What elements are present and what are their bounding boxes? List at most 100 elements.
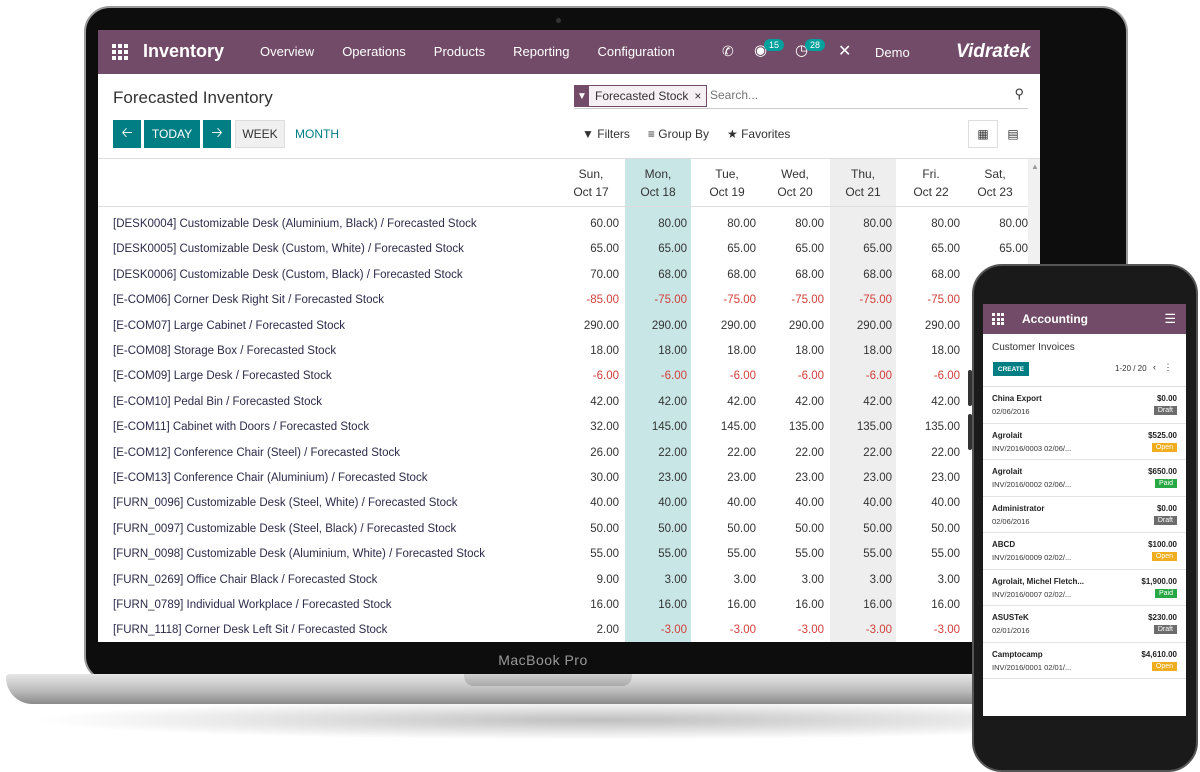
table-cell[interactable]: -3.00 [933,624,960,637]
table-row[interactable]: [FURN_0789] Individual Workplace / Forec… [98,593,1028,618]
table-cell[interactable]: 70.00 [590,268,619,281]
table-cell[interactable]: -3.00 [660,624,687,637]
table-cell[interactable]: 290.00 [583,319,619,332]
table-cell[interactable]: 3.00 [664,573,687,586]
table-cell[interactable]: 18.00 [727,345,756,357]
table-cell[interactable]: 65.00 [931,243,960,256]
table-cell[interactable]: 23.00 [931,472,960,484]
table-row[interactable]: [E-COM08] Storage Box / Forecasted Stock… [98,339,1028,364]
table-cell[interactable]: 40.00 [590,497,619,510]
column-header-3[interactable]: Wed, Oct 20 [762,159,828,207]
table-cell[interactable]: 290.00 [924,319,960,332]
table-cell[interactable]: -85.00 [586,294,619,307]
table-row[interactable]: [E-COM11] Cabinet with Doors / Forecaste… [98,415,1028,440]
phone-app-title[interactable]: Accounting [1022,312,1088,326]
table-cell[interactable]: 42.00 [931,395,960,408]
table-row[interactable]: [E-COM09] Large Desk / Forecasted Stock -… [98,364,1028,389]
invoice-item[interactable]: China Export 02/06/2016 $0.00 Draft [983,387,1186,424]
table-cell[interactable]: 290.00 [720,319,756,332]
invoice-item[interactable]: ASUSTeK 02/01/2016 $230.00 Draft [983,606,1186,643]
grid-view-button[interactable]: ▦ [968,120,998,148]
table-row[interactable]: [FURN_0098] Customizable Desk (Aluminium… [98,542,1028,567]
facet-remove-icon[interactable]: × [694,89,702,103]
table-cell[interactable]: -75.00 [927,294,960,307]
table-cell[interactable]: 18.00 [795,345,824,357]
table-cell[interactable]: 16.00 [727,599,756,611]
row-label[interactable]: [E-COM10] Pedal Bin / Forecasted Stock [113,395,323,408]
row-label[interactable]: [E-COM09] Large Desk / Forecasted Stock [113,370,332,383]
row-label[interactable]: [FURN_0098] Customizable Desk (Aluminium… [113,548,485,561]
row-label[interactable]: [FURN_0789] Individual Workplace / Forec… [113,599,392,611]
table-row[interactable]: [E-COM13] Conference Chair (Aluminium) /… [98,466,1028,491]
chevron-left-icon[interactable]: ‹ [1153,362,1156,372]
table-cell[interactable]: 40.00 [727,497,756,510]
menu-products[interactable]: Products [433,44,486,59]
table-cell[interactable]: 18.00 [590,345,619,357]
table-cell[interactable]: 2.00 [596,624,619,637]
search-facet[interactable]: ▼ Forecasted Stock × [574,85,708,107]
row-label[interactable]: [FURN_0269] Office Chair Black / Forecas… [113,573,378,586]
table-cell[interactable]: 16.00 [795,599,824,611]
app-title[interactable]: Inventory [143,41,225,61]
table-cell[interactable]: -6.00 [933,370,960,383]
table-cell[interactable]: 18.00 [863,345,892,357]
table-cell[interactable]: 30.00 [590,472,619,484]
table-cell[interactable]: 22.00 [863,446,892,459]
table-cell[interactable]: 22.00 [931,446,960,459]
table-cell[interactable]: 55.00 [590,548,619,561]
table-cell[interactable]: 290.00 [856,319,892,332]
table-cell[interactable]: 42.00 [727,395,756,408]
table-cell[interactable]: 55.00 [795,548,824,561]
table-cell[interactable]: 80.00 [795,218,824,230]
column-header-5[interactable]: Fri. Oct 22 [898,159,964,207]
table-cell[interactable]: 16.00 [658,599,687,611]
table-cell[interactable]: -6.00 [729,370,756,383]
scroll-up-icon[interactable]: ▲ [1031,162,1039,171]
table-cell[interactable]: 80.00 [658,218,687,230]
column-header-1[interactable]: Mon, Oct 18 [625,159,691,207]
table-cell[interactable]: 23.00 [863,472,892,484]
table-cell[interactable]: 3.00 [801,573,824,586]
table-cell[interactable]: 65.00 [999,243,1028,256]
table-cell[interactable]: -6.00 [592,370,619,383]
table-cell[interactable]: 42.00 [795,395,824,408]
user-menu[interactable]: Demo [875,45,910,60]
table-cell[interactable]: 9.00 [596,573,619,586]
table-cell[interactable]: 40.00 [863,497,892,510]
month-button[interactable]: MONTH [295,127,339,141]
invoice-item[interactable]: Administrator 02/06/2016 $0.00 Draft [983,497,1186,533]
menu-overview[interactable]: Overview [260,44,315,59]
row-label[interactable]: [DESK0006] Customizable Desk (Custom, Bl… [113,268,463,281]
prev-period-button[interactable]: 🡠 [113,120,141,148]
row-label[interactable]: [E-COM13] Conference Chair (Aluminium) /… [113,472,428,484]
table-cell[interactable]: 40.00 [931,497,960,510]
table-row[interactable]: [FURN_0269] Office Chair Black / Forecas… [98,568,1028,593]
today-button[interactable]: TODAY [144,120,200,148]
table-cell[interactable]: 290.00 [651,319,687,332]
table-row[interactable]: [E-COM10] Pedal Bin / Forecasted Stock 42… [98,390,1028,415]
table-cell[interactable]: 50.00 [795,522,824,535]
more-vertical-icon[interactable]: ⋮ [1163,362,1173,372]
table-row[interactable]: [DESK0004] Customizable Desk (Aluminium,… [98,212,1028,237]
column-header-0[interactable]: Sun, Oct 17 [558,159,624,207]
table-cell[interactable]: 60.00 [590,218,619,230]
invoice-item[interactable]: Agrolait INV/2016/0002 02/06/... $650.00 Pa… [983,460,1186,497]
activity-clock-icon[interactable]: ◷ [795,42,809,59]
table-cell[interactable]: 65.00 [863,243,892,256]
table-cell[interactable]: 40.00 [658,497,687,510]
invoice-item[interactable]: Agrolait INV/2016/0003 02/06/... $525.00 Op… [983,424,1186,460]
table-cell[interactable]: 68.00 [727,268,756,281]
table-cell[interactable]: 3.00 [733,573,756,586]
next-period-button[interactable]: 🡢 [203,120,231,148]
table-cell[interactable]: 68.00 [795,268,824,281]
table-cell[interactable]: 22.00 [795,446,824,459]
table-cell[interactable]: 40.00 [795,497,824,510]
favorites-dropdown[interactable]: ★ Favorites [727,127,790,141]
table-cell[interactable]: 23.00 [658,472,687,484]
table-cell[interactable]: 80.00 [999,218,1028,230]
create-button[interactable]: CREATE [993,362,1029,376]
table-cell[interactable]: -3.00 [797,624,824,637]
table-cell[interactable]: 18.00 [658,345,687,357]
table-row[interactable]: [E-COM07] Large Cabinet / Forecasted Sto… [98,314,1028,339]
table-row[interactable]: [FURN_0097] Customizable Desk (Steel, Bl… [98,517,1028,542]
